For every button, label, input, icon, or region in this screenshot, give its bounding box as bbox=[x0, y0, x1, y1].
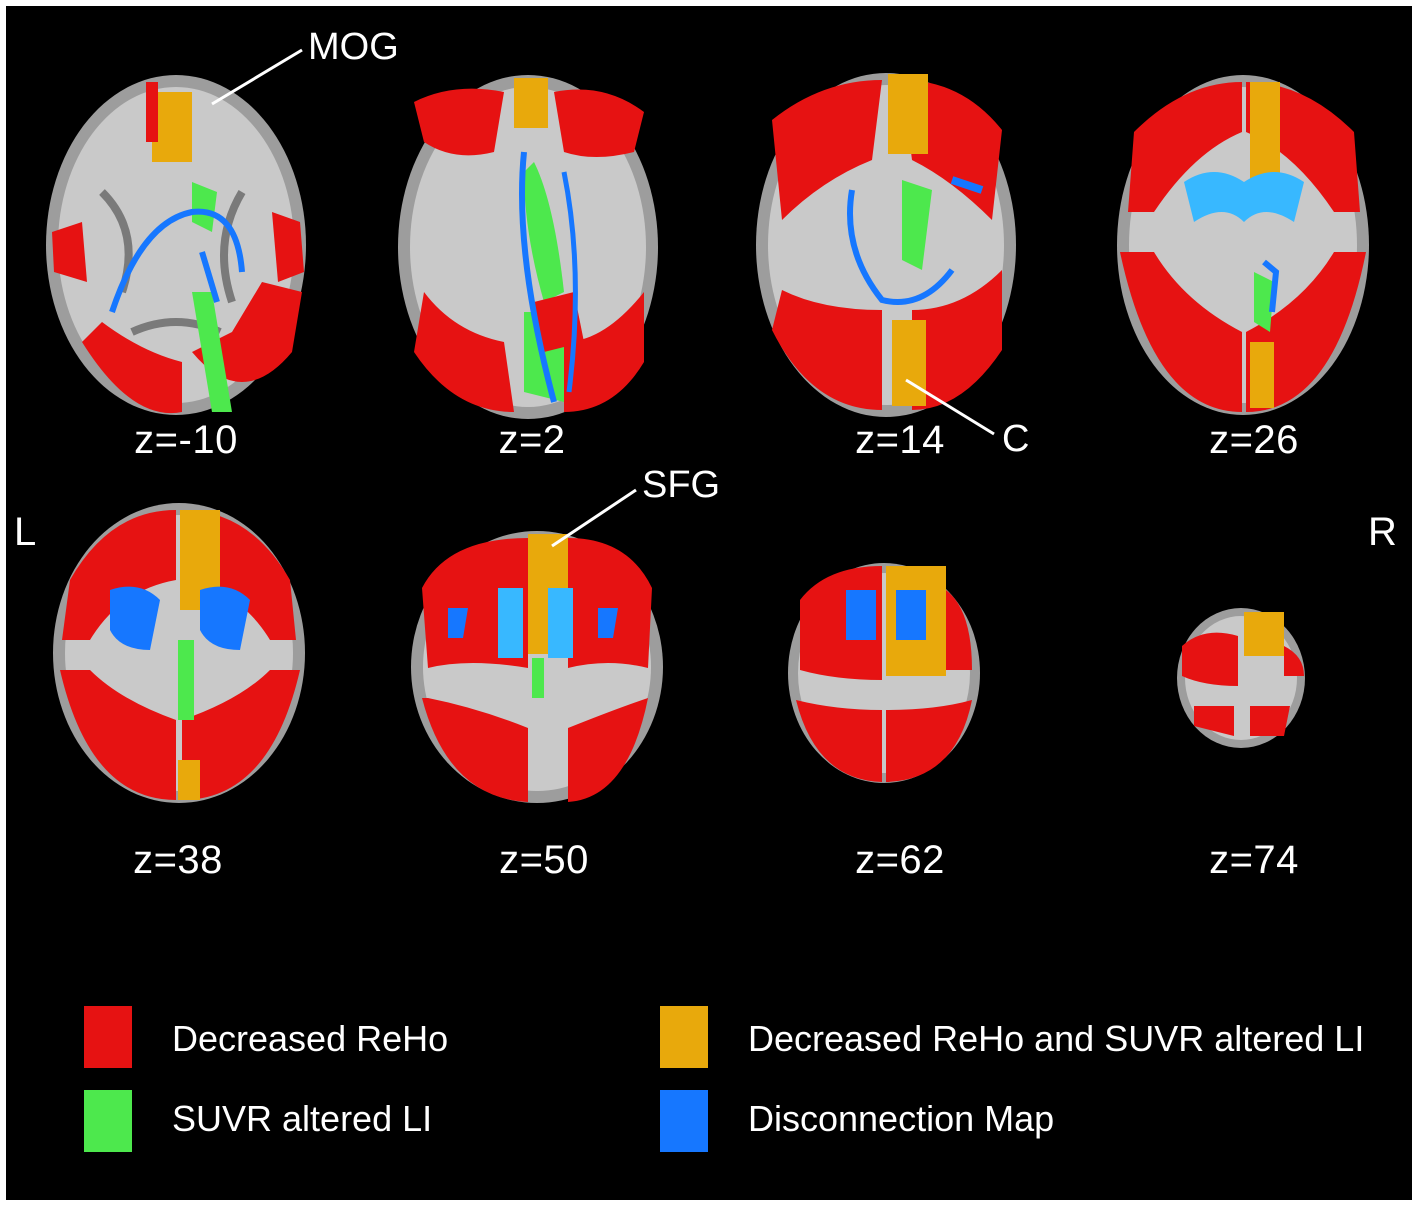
brain-slice-z-62 bbox=[786, 560, 982, 786]
brain-slice-z-74 bbox=[1174, 606, 1308, 750]
figure-panel: z=-10 z=2 z=14 z=26 z=38 z=50 z=62 z=74 … bbox=[6, 6, 1412, 1200]
legend-label-suvr-altered-li: SUVR altered LI bbox=[172, 1098, 433, 1139]
legend-label-overlap: Decreased ReHo and SUVR altered LI bbox=[748, 1018, 1365, 1059]
brain-slice-z-minus-10 bbox=[42, 72, 310, 418]
slice-label-z-38: z=38 bbox=[133, 838, 223, 882]
legend-swatch-overlap bbox=[660, 1006, 708, 1068]
brain-slice-z-26 bbox=[1114, 72, 1372, 418]
annotation-c: C bbox=[1002, 418, 1030, 460]
slice-label-z-50: z=50 bbox=[499, 838, 589, 882]
slice-label-z-2: z=2 bbox=[498, 418, 566, 462]
legend-swatch-decreased-reho bbox=[84, 1006, 132, 1068]
legend-swatch-suvr-altered-li bbox=[84, 1090, 132, 1152]
slice-label-z-74: z=74 bbox=[1209, 838, 1299, 882]
annotation-sfg: SFG bbox=[642, 464, 721, 506]
brain-slice-z-50 bbox=[408, 528, 666, 806]
brain-slice-z-38 bbox=[50, 500, 308, 806]
brain-slice-z-14 bbox=[752, 70, 1020, 420]
slice-label-z-minus-10: z=-10 bbox=[134, 418, 238, 462]
annotation-mog: MOG bbox=[308, 26, 399, 68]
slice-label-z-26: z=26 bbox=[1209, 418, 1299, 462]
slice-label-z-14: z=14 bbox=[855, 418, 945, 462]
right-hemisphere-label: R bbox=[1368, 510, 1397, 554]
left-hemisphere-label: L bbox=[14, 510, 37, 554]
legend-label-decreased-reho: Decreased ReHo bbox=[172, 1018, 449, 1059]
slice-label-z-62: z=62 bbox=[855, 838, 945, 882]
legend-label-disconnection-map: Disconnection Map bbox=[748, 1098, 1055, 1139]
legend-swatch-disconnection-map bbox=[660, 1090, 708, 1152]
brain-slice-z-2 bbox=[394, 72, 662, 422]
